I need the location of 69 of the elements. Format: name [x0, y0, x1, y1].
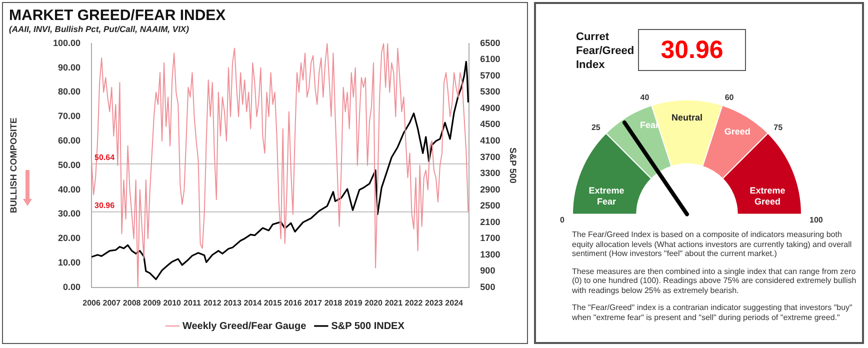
y-tick-label: 40.00 [58, 184, 81, 194]
slice-label: Greed [724, 126, 750, 137]
y2-tick-label: 6500 [480, 38, 500, 48]
y2-tick-label: 2900 [480, 184, 500, 194]
y2-axis-title: S&P 500 [508, 147, 518, 184]
y2-tick-label: 3300 [480, 168, 500, 178]
legend-label: S&P 500 INDEX [331, 320, 405, 332]
x-tick-label: 2021 [384, 298, 404, 308]
x-tick-label: 2024 [445, 298, 464, 308]
chart-subtitle: (AAII, INVI, Bullish Pct, Put/Call, NAAIM, VIX) [9, 24, 189, 34]
x-tick-label: 2007 [102, 298, 122, 308]
ref-line-label: 50.64 [94, 153, 116, 162]
text: 25 [591, 122, 601, 132]
text: 75 [774, 122, 784, 132]
slice-label: Neutral [671, 112, 703, 122]
y-axis-title: BULLISH COMPOSITE [8, 118, 18, 214]
text: These measures are then combined into a single index that can range from zero (0) to one hundred (100). Readings above 75% are considered extremely bullish with readings below 25% as extremely bearish. [572, 266, 857, 295]
y-tick-label: 0.00 [62, 282, 81, 292]
text: 60 [724, 92, 734, 102]
x-tick-label: 2018 [324, 298, 343, 308]
x-tick-label: 2013 [224, 298, 242, 308]
y2-tick-label: 3700 [480, 152, 500, 162]
text: The "Fear/Greed" index is a contrarian indicator suggesting that investors "buy" when "extreme fear" is present and "sell" during periods of "extreme greed." [572, 303, 854, 322]
y-tick-label: 20.00 [58, 233, 81, 244]
x-tick-label: 2020 [364, 298, 383, 308]
chart-title: MARKET GREED/FEAR INDEX [9, 7, 226, 24]
text: 0 [560, 215, 566, 224]
x-tick-label: 2006 [82, 298, 101, 308]
text: 40 [640, 92, 650, 102]
y-tick-label: 80.00 [58, 86, 81, 97]
y2-tick-label: 2500 [480, 200, 500, 211]
y2-tick-label: 1700 [480, 233, 500, 244]
y2-tick-label: 5300 [480, 86, 500, 97]
x-tick-label: 2011 [184, 298, 202, 308]
x-tick-label: 2015 [264, 298, 282, 308]
slice-label: Extreme Fear [588, 185, 624, 206]
text: 30.96 [638, 29, 746, 71]
y2-tick-label: 6100 [480, 54, 500, 64]
y-tick-label: 90.00 [58, 62, 81, 72]
x-tick-label: 2008 [122, 298, 142, 308]
y-tick-label: 70.00 [58, 111, 81, 122]
y-tick-label: 10.00 [58, 257, 81, 268]
y-tick-label: 30.00 [58, 208, 81, 219]
y2-tick-label: 500 [480, 282, 496, 292]
text: 100 [810, 215, 824, 224]
x-tick-label: 2022 [404, 298, 424, 308]
x-tick-label: 2023 [425, 298, 444, 308]
y-tick-label: 100.00 [52, 38, 81, 48]
x-tick-label: 2009 [143, 298, 162, 308]
y2-tick-label: 1300 [480, 249, 500, 260]
y2-tick-label: 5700 [480, 70, 500, 80]
x-tick-label: 2016 [284, 298, 302, 308]
y-tick-label: 60.00 [58, 135, 81, 146]
y2-tick-label: 900 [480, 266, 496, 276]
x-tick-label: 2012 [203, 298, 222, 308]
x-tick-label: 2017 [304, 298, 323, 308]
chart-title: Curret Fear/Greed Index [576, 30, 636, 72]
slice-label: Extreme Greed [750, 185, 786, 206]
y2-tick-label: 4500 [480, 119, 500, 130]
x-tick-label: 2014 [244, 298, 262, 308]
text: The Fear/Greed Index is based on a composite of indicators measuring both equity allocation levels (What actions investors are currently taking) and overall sentiment (How investors "feel" about the current market.) [572, 230, 853, 258]
y-tick-label: 50.00 [58, 160, 81, 170]
x-tick-label: 2010 [163, 298, 182, 308]
ref-line-label: 30.96 [94, 201, 116, 210]
x-tick-label: 2019 [344, 298, 363, 308]
y2-tick-label: 2100 [480, 216, 500, 227]
legend-label: Weekly Greed/Fear Gauge [182, 320, 307, 332]
y2-tick-label: 4100 [480, 135, 500, 146]
y2-tick-label: 4900 [480, 102, 500, 113]
